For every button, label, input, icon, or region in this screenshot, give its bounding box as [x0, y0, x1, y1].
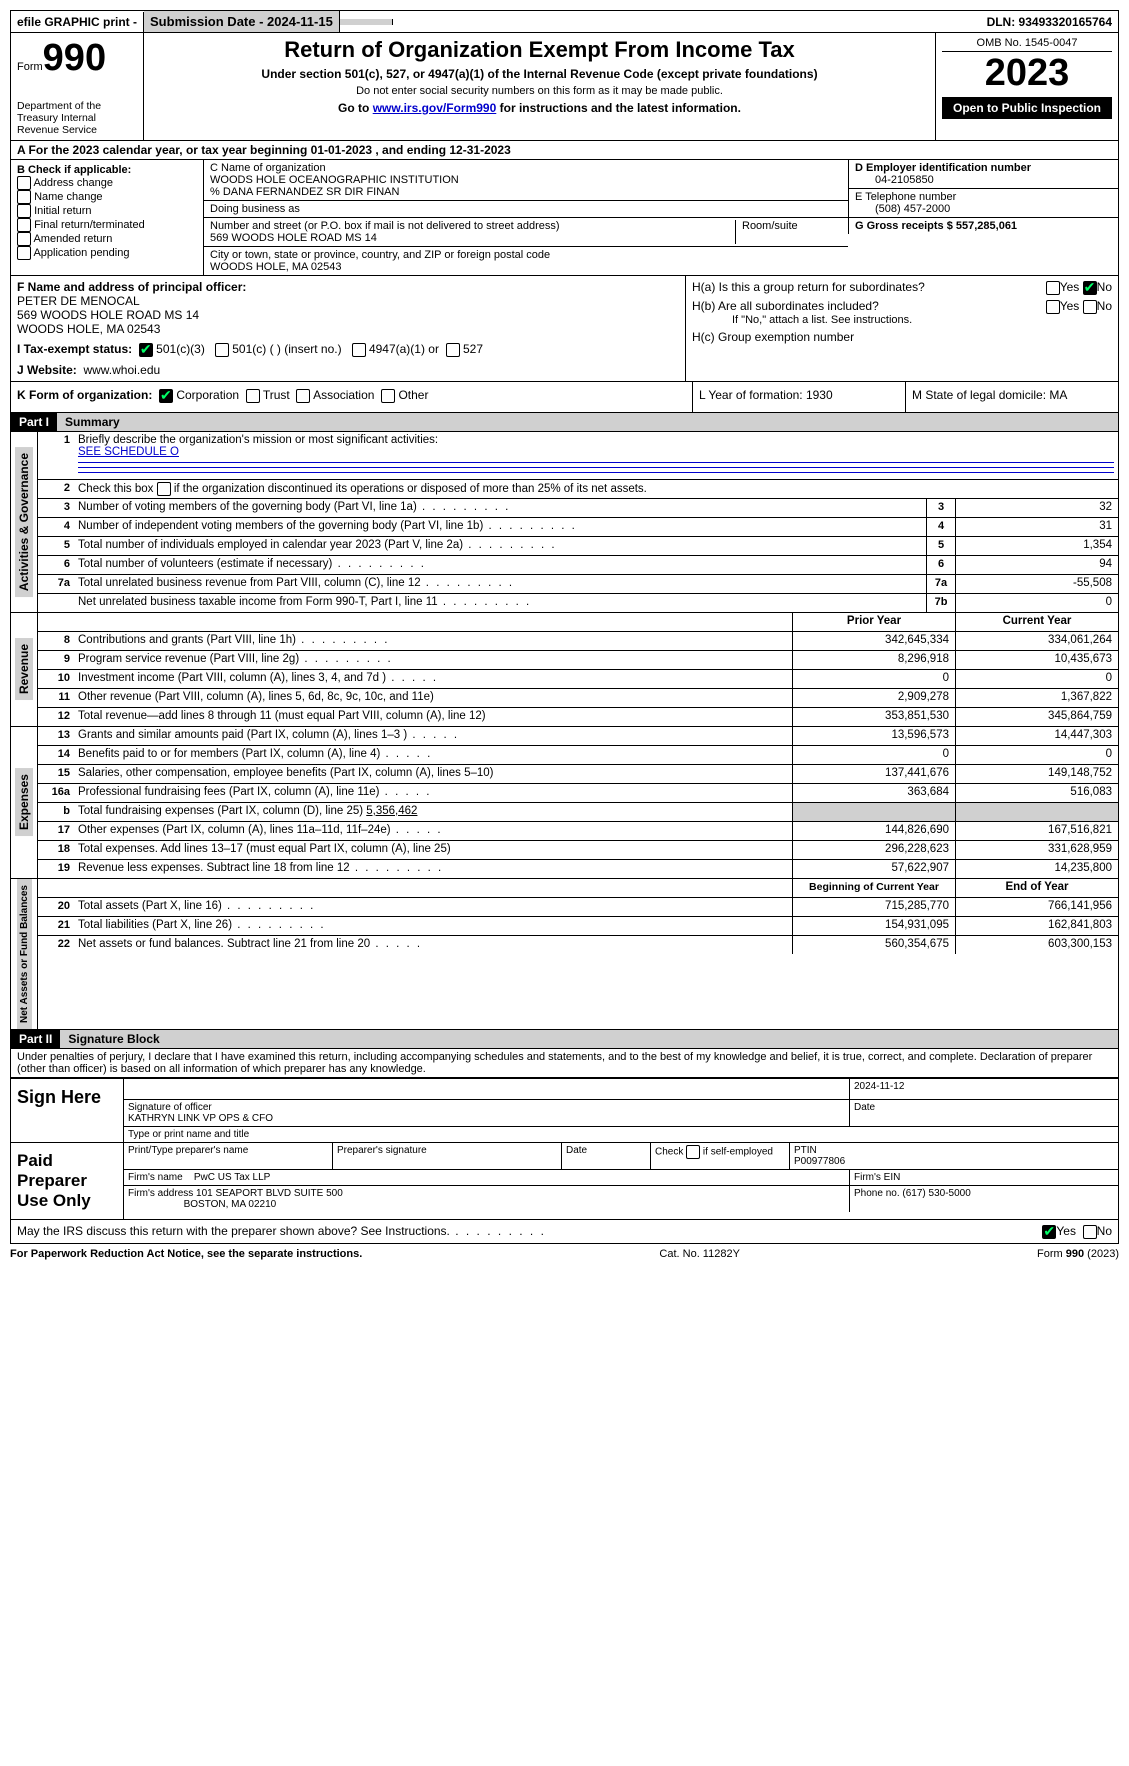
care-of: % DANA FERNANDEZ SR DIR FINAN — [210, 186, 399, 198]
form-number: 990 — [43, 37, 106, 79]
val-3: 32 — [955, 499, 1118, 517]
signature-block: Sign Here 2024-11-12 Signature of office… — [10, 1078, 1119, 1220]
officer-addr: 569 WOODS HOLE ROAD MS 14 — [17, 308, 199, 322]
page-footer: For Paperwork Reduction Act Notice, see … — [10, 1244, 1119, 1260]
prior-year-hdr: Prior Year — [792, 613, 955, 631]
form-footer: Form 990 (2023) — [1037, 1248, 1119, 1260]
section-f: F Name and address of principal officer:… — [11, 276, 686, 381]
val-4: 31 — [955, 518, 1118, 536]
self-employed-checkbox[interactable] — [686, 1145, 700, 1159]
officer-signature: KATHRYN LINK VP OPS & CFO — [128, 1113, 273, 1124]
legal-domicile: M State of legal domicile: MA — [906, 382, 1118, 412]
sign-date: 2024-11-12 — [850, 1079, 1118, 1100]
dln-label: DLN: 93493320165764 — [981, 12, 1118, 32]
discuss-row: May the IRS discuss this return with the… — [10, 1220, 1119, 1244]
val-7b: 0 — [955, 594, 1118, 612]
officer-city: WOODS HOLE, MA 02543 — [17, 322, 160, 336]
current-year-hdr: Current Year — [955, 613, 1118, 631]
revenue-vlabel: Revenue — [15, 638, 33, 700]
netassets-vlabel: Net Assets or Fund Balances — [17, 879, 32, 1029]
blank-button[interactable] — [340, 19, 393, 25]
firm-addr: 101 SEAPORT BLVD SUITE 500 — [196, 1188, 343, 1199]
ssn-note: Do not enter social security numbers on … — [150, 85, 929, 97]
website: www.whoi.edu — [83, 363, 160, 377]
street-address: 569 WOODS HOLE ROAD MS 14 — [210, 232, 377, 244]
discontinued-checkbox[interactable] — [157, 482, 171, 496]
501c-checkbox[interactable] — [215, 343, 229, 357]
tax-year: 2023 — [942, 52, 1112, 95]
ha-no-checkbox[interactable] — [1083, 281, 1097, 295]
501c3-checkbox[interactable] — [139, 343, 153, 357]
address-change-checkbox[interactable] — [17, 176, 31, 190]
form-word: Form — [17, 61, 43, 73]
form990-link[interactable]: www.irs.gov/Form990 — [373, 101, 497, 115]
section-b: B Check if applicable: Address change Na… — [11, 160, 204, 275]
officer-name: PETER DE MENOCAL — [17, 294, 140, 308]
val-7a: -55,508 — [955, 575, 1118, 593]
form-subtitle: Under section 501(c), 527, or 4947(a)(1)… — [150, 67, 929, 81]
initial-return-checkbox[interactable] — [17, 204, 31, 218]
expenses-section: Expenses 13Grants and similar amounts pa… — [10, 727, 1119, 879]
amended-return-checkbox[interactable] — [17, 232, 31, 246]
section-h: H(a) Is this a group return for subordin… — [686, 276, 1118, 381]
gross-receipts: G Gross receipts $ 557,285,061 — [855, 220, 1017, 232]
name-change-checkbox[interactable] — [17, 190, 31, 204]
section-d-e-g: D Employer identification number 04-2105… — [848, 160, 1118, 275]
part1-header: Part I Summary — [10, 413, 1119, 432]
goto-prefix: Go to — [338, 101, 373, 115]
activities-section: Activities & Governance 1 Briefly descri… — [10, 432, 1119, 613]
assoc-checkbox[interactable] — [296, 389, 310, 403]
form-title: Return of Organization Exempt From Incom… — [150, 37, 929, 63]
year-formation: L Year of formation: 1930 — [693, 382, 906, 412]
tax-year-row: A For the 2023 calendar year, or tax yea… — [10, 141, 1119, 160]
goto-suffix: for instructions and the latest informat… — [496, 101, 741, 115]
revenue-section: Revenue Prior YearCurrent Year 8Contribu… — [10, 613, 1119, 727]
klm-row: K Form of organization: Corporation Trus… — [10, 382, 1119, 413]
firm-city: BOSTON, MA 02210 — [184, 1199, 277, 1210]
activities-vlabel: Activities & Governance — [15, 447, 33, 597]
ein: 04-2105850 — [855, 174, 934, 186]
org-name: WOODS HOLE OCEANOGRAPHIC INSTITUTION — [210, 174, 459, 186]
firm-phone: (617) 530-5000 — [902, 1188, 970, 1199]
discuss-yes-checkbox[interactable] — [1042, 1225, 1056, 1239]
expenses-vlabel: Expenses — [15, 768, 33, 836]
trust-checkbox[interactable] — [246, 389, 260, 403]
discuss-no-checkbox[interactable] — [1083, 1225, 1097, 1239]
identity-block: B Check if applicable: Address change Na… — [10, 160, 1119, 276]
4947-checkbox[interactable] — [352, 343, 366, 357]
top-bar: efile GRAPHIC print - Submission Date - … — [10, 10, 1119, 33]
efile-label: efile GRAPHIC print - — [11, 12, 144, 32]
sign-here-label: Sign Here — [11, 1079, 124, 1142]
paperwork-notice: For Paperwork Reduction Act Notice, see … — [10, 1248, 362, 1260]
val-6: 94 — [955, 556, 1118, 574]
submission-date-button[interactable]: Submission Date - 2024-11-15 — [144, 11, 340, 32]
527-checkbox[interactable] — [446, 343, 460, 357]
schedule-o-link[interactable]: SEE SCHEDULE O — [78, 446, 179, 458]
form-header: Form990 Department of the Treasury Inter… — [10, 33, 1119, 141]
corp-checkbox[interactable] — [159, 389, 173, 403]
penalty-statement: Under penalties of perjury, I declare th… — [10, 1049, 1119, 1078]
dept-label: Department of the Treasury Internal Reve… — [17, 100, 137, 136]
officer-group-block: F Name and address of principal officer:… — [10, 276, 1119, 382]
omb-number: OMB No. 1545-0047 — [942, 37, 1112, 52]
netassets-section: Net Assets or Fund Balances Beginning of… — [10, 879, 1119, 1030]
application-pending-checkbox[interactable] — [17, 246, 31, 260]
paid-preparer-label: Paid Preparer Use Only — [11, 1143, 124, 1219]
cat-no: Cat. No. 11282Y — [659, 1248, 740, 1260]
firm-name: PwC US Tax LLP — [194, 1172, 271, 1183]
telephone: (508) 457-2000 — [855, 203, 950, 215]
final-return-checkbox[interactable] — [17, 218, 31, 232]
ptin: P00977806 — [794, 1156, 845, 1167]
hb-no-checkbox[interactable] — [1083, 300, 1097, 314]
hb-yes-checkbox[interactable] — [1046, 300, 1060, 314]
section-c: C Name of organization WOODS HOLE OCEANO… — [204, 160, 848, 275]
part2-header: Part II Signature Block — [10, 1030, 1119, 1049]
open-inspection-badge: Open to Public Inspection — [942, 97, 1112, 119]
city-state-zip: WOODS HOLE, MA 02543 — [210, 261, 341, 273]
val-5: 1,354 — [955, 537, 1118, 555]
ha-yes-checkbox[interactable] — [1046, 281, 1060, 295]
other-checkbox[interactable] — [381, 389, 395, 403]
